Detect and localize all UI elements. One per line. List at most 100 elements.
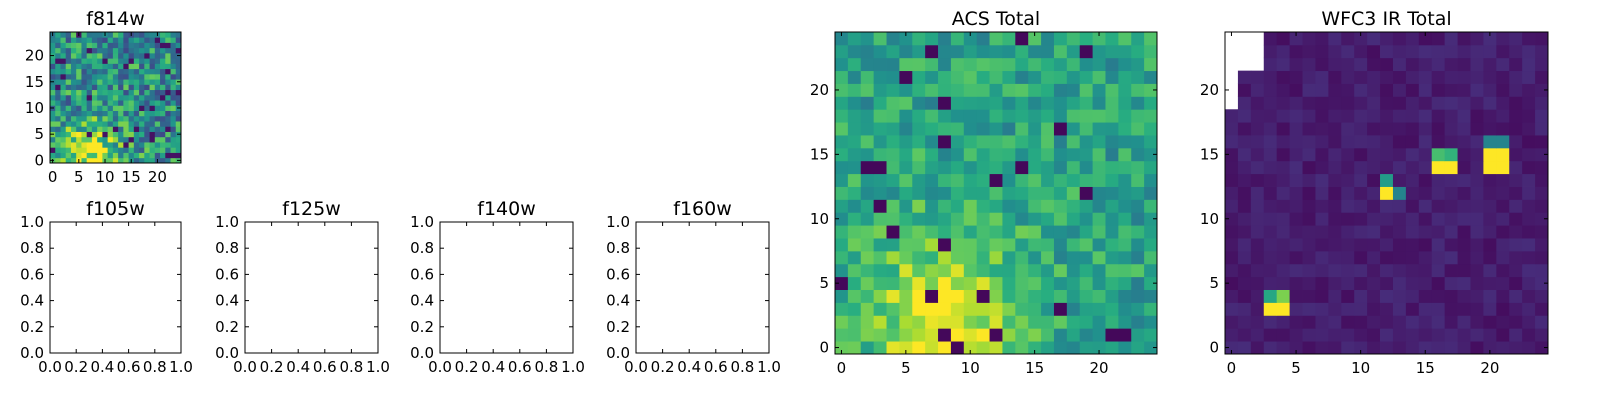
- heatmap-cell: [1315, 186, 1329, 200]
- x-tick-label: 20: [148, 168, 167, 186]
- heatmap-cell: [112, 89, 119, 96]
- heatmap-cell: [1354, 328, 1368, 342]
- heatmap-cell: [91, 37, 98, 43]
- heatmap-cell: [123, 121, 129, 127]
- heatmap-cell: [1418, 212, 1433, 226]
- heatmap-cell: [873, 315, 887, 329]
- heatmap-cell: [170, 152, 177, 159]
- heatmap-cell: [165, 121, 171, 127]
- y-tick-label: 0.2: [606, 318, 630, 336]
- heatmap-cell: [1535, 109, 1549, 123]
- heatmap-cell: [1276, 212, 1290, 226]
- heatmap-cell: [133, 52, 140, 59]
- heatmap-cell: [1041, 302, 1055, 316]
- heatmap-cell: [1028, 160, 1042, 175]
- heatmap-cell: [1028, 199, 1042, 213]
- heatmap-cell: [989, 199, 1003, 213]
- heatmap-cell: [1250, 328, 1265, 342]
- heatmap-cell: [1105, 225, 1119, 239]
- heatmap-cell: [1444, 250, 1458, 265]
- heatmap-cell: [1053, 83, 1068, 97]
- heatmap-cell: [1144, 315, 1158, 329]
- heatmap-cell: [149, 152, 156, 159]
- heatmap-cell: [60, 136, 67, 143]
- x-tick-label: 15: [1025, 359, 1044, 377]
- heatmap-cell: [912, 289, 926, 303]
- heatmap-cell: [1328, 250, 1342, 265]
- heatmap-cell: [107, 136, 114, 143]
- heatmap-cell: [128, 52, 135, 59]
- heatmap-cell: [1470, 57, 1484, 72]
- heatmap-cell: [899, 44, 913, 59]
- heatmap-cell: [1457, 238, 1471, 252]
- heatmap-cell: [1315, 32, 1329, 46]
- heatmap-cell: [1315, 276, 1329, 290]
- heatmap-cell: [97, 142, 103, 148]
- heatmap-cell: [1457, 341, 1471, 355]
- heatmap-cell: [938, 302, 952, 316]
- heatmap-cell: [1444, 70, 1458, 84]
- heatmap-cell: [989, 238, 1003, 252]
- heatmap-cell: [976, 122, 990, 136]
- heatmap-cell: [1237, 289, 1252, 303]
- heatmap-cell: [170, 121, 177, 127]
- heatmap-cell: [1483, 328, 1497, 342]
- heatmap-cell: [1341, 135, 1355, 149]
- heatmap-cell: [123, 79, 129, 85]
- heatmap-cell: [149, 32, 156, 38]
- heatmap-cell: [86, 42, 93, 49]
- heatmap-cell: [873, 44, 887, 59]
- heatmap-cell: [912, 160, 926, 175]
- heatmap-cell: [938, 263, 952, 278]
- heatmap-cell: [81, 42, 88, 49]
- heatmap-cell: [91, 94, 98, 101]
- heatmap-cell: [160, 115, 166, 122]
- heatmap-cell: [1535, 212, 1549, 226]
- axes-frame: [49, 221, 182, 354]
- heatmap-cell: [1250, 315, 1265, 329]
- heatmap-cell: [1431, 250, 1446, 265]
- heatmap-cell: [847, 212, 862, 226]
- heatmap-cell: [938, 276, 952, 290]
- heatmap-cell: [847, 147, 862, 162]
- x-tick-label: 10: [1351, 359, 1370, 377]
- heatmap-cell: [128, 136, 135, 143]
- heatmap-cell: [925, 57, 939, 72]
- heatmap-cell: [835, 315, 849, 329]
- heatmap-cell: [1328, 135, 1342, 149]
- heatmap-cell: [170, 84, 177, 91]
- heatmap-cell: [912, 96, 926, 110]
- heatmap-cell: [1225, 225, 1239, 239]
- heatmap-cell: [1457, 276, 1471, 290]
- heatmap-cell: [976, 212, 990, 226]
- heatmap-cell: [50, 115, 56, 122]
- heatmap-cell: [65, 63, 72, 70]
- heatmap-cell: [1405, 315, 1420, 329]
- heatmap-cell: [86, 89, 93, 96]
- heatmap-cell: [1522, 212, 1536, 226]
- heatmap-cell: [1092, 199, 1106, 213]
- heatmap-cell: [1250, 173, 1265, 187]
- heatmap-cell: [112, 121, 119, 127]
- heatmap-cell: [86, 32, 93, 38]
- heatmap-cell: [1002, 238, 1016, 252]
- heatmap-cell: [1367, 263, 1381, 278]
- heatmap-cell: [938, 109, 952, 123]
- heatmap-cell: [1131, 122, 1145, 136]
- heatmap-cell: [65, 52, 72, 59]
- heatmap-cell: [154, 131, 161, 138]
- heatmap-cell: [123, 126, 129, 132]
- heatmap-cell: [60, 68, 67, 75]
- heatmap-cell: [1535, 57, 1549, 72]
- heatmap-cell: [1418, 238, 1433, 252]
- heatmap-cell: [170, 73, 177, 80]
- heatmap-cell: [55, 152, 61, 159]
- heatmap-cell: [123, 47, 129, 54]
- heatmap-cell: [112, 136, 119, 143]
- heatmap-cell: [847, 263, 862, 278]
- heatmap-cell: [976, 83, 990, 97]
- heatmap-cell: [860, 57, 875, 72]
- heatmap-cell: [154, 73, 161, 80]
- heatmap-cell: [1354, 32, 1368, 46]
- heatmap-cell: [81, 100, 88, 106]
